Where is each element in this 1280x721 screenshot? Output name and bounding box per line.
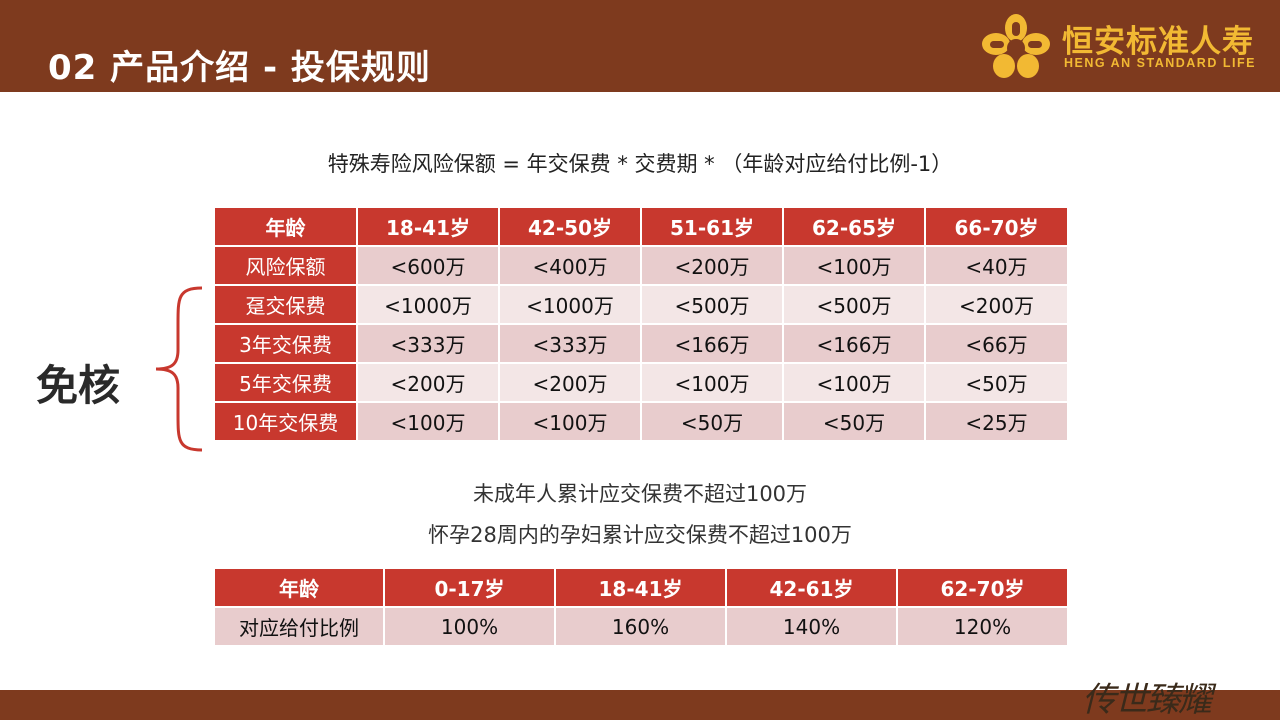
table-row: 5年交保费 <200万 <200万 <100万 <100万 <50万: [213, 362, 1069, 403]
table-row: 趸交保费 <1000万 <1000万 <500万 <500万 <200万: [213, 284, 1069, 325]
header-bar: [0, 0, 1280, 92]
table-cell: 140%: [725, 606, 898, 647]
table-row: 10年交保费 <100万 <100万 <50万 <50万 <25万: [213, 401, 1069, 442]
table-cell: <200万: [640, 245, 784, 286]
row-label: 5年交保费: [213, 362, 358, 403]
column-header: 年龄: [213, 206, 358, 247]
column-header: 62-65岁: [782, 206, 926, 247]
benefit-ratio-table: 年龄 0-17岁 18-41岁 42-61岁 62-70岁 对应给付比例 100…: [213, 567, 1069, 647]
knot-logo-icon: [982, 14, 1050, 78]
footer-bar: [0, 690, 1280, 720]
column-header: 42-50岁: [498, 206, 642, 247]
table-cell: <200万: [924, 284, 1069, 325]
table-cell: <333万: [356, 323, 500, 364]
table-cell: <1000万: [498, 284, 642, 325]
table-header-row: 年龄 0-17岁 18-41岁 42-61岁 62-70岁: [213, 567, 1069, 608]
table-cell: <66万: [924, 323, 1069, 364]
row-label: 对应给付比例: [213, 606, 385, 647]
formula-text: 特殊寿险风险保额 = 年交保费 * 交费期 * （年龄对应给付比例-1）: [327, 152, 953, 176]
column-header: 0-17岁: [383, 567, 556, 608]
table-cell: <400万: [498, 245, 642, 286]
column-header: 42-61岁: [725, 567, 898, 608]
column-header: 62-70岁: [896, 567, 1069, 608]
table-cell: 160%: [554, 606, 727, 647]
table-cell: <40万: [924, 245, 1069, 286]
table-cell: <200万: [356, 362, 500, 403]
row-label: 10年交保费: [213, 401, 358, 442]
column-header: 51-61岁: [640, 206, 784, 247]
logo-english-name: HENG AN STANDARD LIFE: [1064, 56, 1256, 70]
table-cell: <500万: [640, 284, 784, 325]
row-label: 风险保额: [213, 245, 358, 286]
table-cell: <100万: [782, 362, 926, 403]
company-logo: 恒安标准人寿 HENG AN STANDARD LIFE: [980, 14, 1270, 78]
table-cell: <100万: [640, 362, 784, 403]
pregnancy-premium-note: 怀孕28周内的孕妇累计应交保费不超过100万: [428, 523, 852, 547]
minor-premium-note: 未成年人累计应交保费不超过100万: [472, 482, 808, 506]
column-header: 66-70岁: [924, 206, 1069, 247]
table-row: 3年交保费 <333万 <333万 <166万 <166万 <66万: [213, 323, 1069, 364]
page-title: 02 产品介绍 - 投保规则: [48, 48, 431, 88]
table-cell: <166万: [782, 323, 926, 364]
table-cell: <600万: [356, 245, 500, 286]
column-header: 18-41岁: [356, 206, 500, 247]
table-cell: <500万: [782, 284, 926, 325]
table-cell: <100万: [782, 245, 926, 286]
table-cell: <50万: [782, 401, 926, 442]
column-header: 年龄: [213, 567, 385, 608]
table-cell: <50万: [924, 362, 1069, 403]
row-label: 3年交保费: [213, 323, 358, 364]
table-cell: <333万: [498, 323, 642, 364]
table-row: 风险保额 <600万 <400万 <200万 <100万 <40万: [213, 245, 1069, 286]
table-cell: <166万: [640, 323, 784, 364]
table-cell: <100万: [498, 401, 642, 442]
table-cell: 100%: [383, 606, 556, 647]
table-header-row: 年龄 18-41岁 42-50岁 51-61岁 62-65岁 66-70岁: [213, 206, 1069, 247]
underwriting-free-label: 免核: [36, 361, 121, 410]
table-row: 对应给付比例 100% 160% 140% 120%: [213, 606, 1069, 647]
table-cell: <50万: [640, 401, 784, 442]
table-cell: <1000万: [356, 284, 500, 325]
table-cell: <200万: [498, 362, 642, 403]
column-header: 18-41岁: [554, 567, 727, 608]
table-cell: 120%: [896, 606, 1069, 647]
coverage-limits-table: 年龄 18-41岁 42-50岁 51-61岁 62-65岁 66-70岁 风险…: [213, 206, 1069, 442]
row-label: 趸交保费: [213, 284, 358, 325]
table-cell: <100万: [356, 401, 500, 442]
logo-chinese-name: 恒安标准人寿: [1062, 24, 1254, 60]
signature-logo: 传世臻耀: [1082, 668, 1212, 720]
signature-text: 传世臻耀: [1082, 680, 1212, 720]
curly-brace-icon: [155, 286, 203, 452]
table-cell: <25万: [924, 401, 1069, 442]
